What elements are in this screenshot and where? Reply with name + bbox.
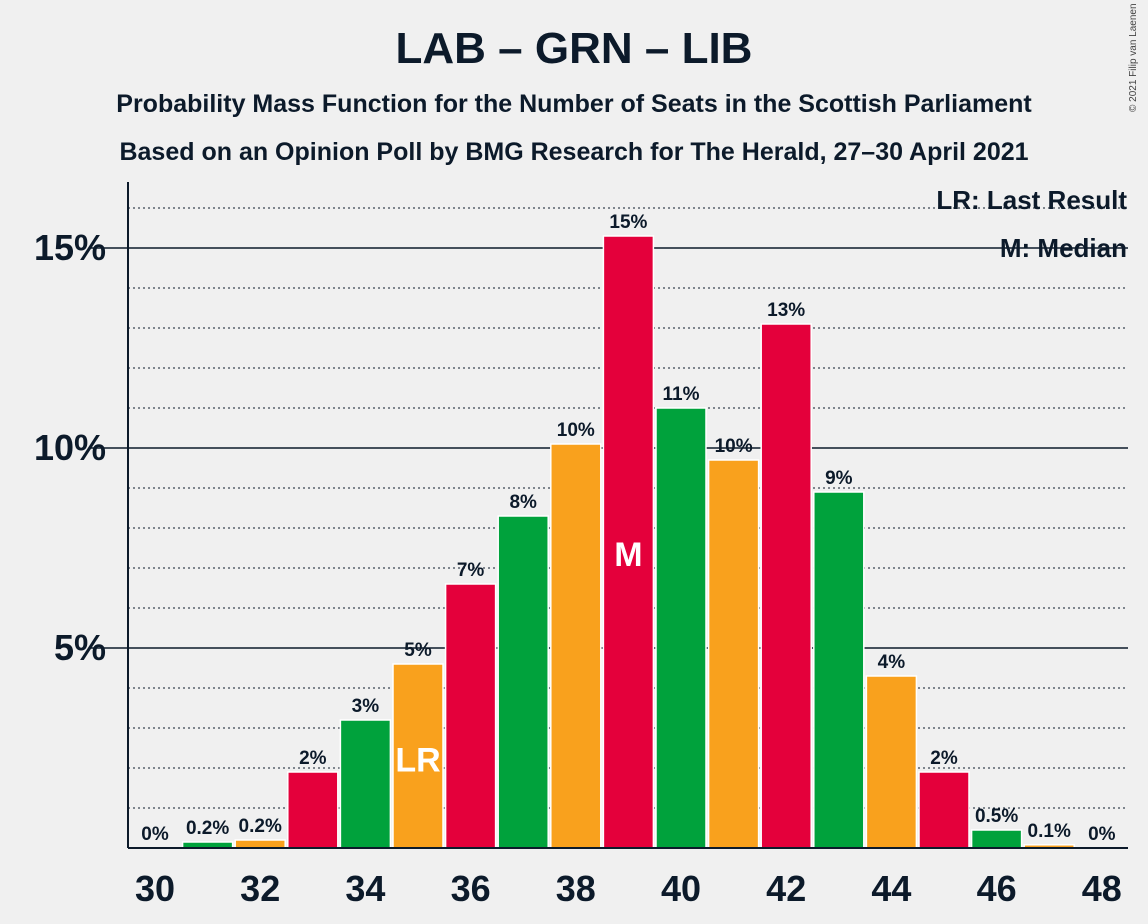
x-tick-label: 36 [451,868,491,909]
x-tick-label: 46 [977,868,1017,909]
bar-seat-42 [760,323,812,849]
data-label: 9% [825,468,853,489]
bar-seat-45 [918,771,970,849]
data-label: 0.2% [239,816,282,837]
bar-seat-36 [444,583,497,849]
data-label: 11% [663,384,700,405]
data-label: 4% [878,652,906,673]
data-label: 10% [715,436,753,457]
bar-seat-43 [813,491,865,849]
bar-seat-38 [550,443,602,849]
bar-seat-41 [707,459,760,849]
data-label: 15% [609,212,647,233]
bar-seat-46 [970,829,1023,849]
last-result-marker: LR [395,742,440,780]
median-marker: M [614,536,642,574]
chart-title: LAB – GRN – LIB [395,24,753,73]
x-tick-label: 40 [661,868,701,909]
bar-seat-35 [392,663,444,849]
bar-seat-40 [655,407,707,849]
x-tick-label: 44 [871,868,911,909]
data-label: 0.1% [1028,821,1071,842]
x-tick-label: 38 [556,868,596,909]
x-tick-label: 34 [345,868,385,909]
bar-seat-33 [287,771,339,849]
chart-subtitle-source: Based on an Opinion Poll by BMG Research… [119,138,1029,166]
bar-seat-34 [339,719,392,849]
y-tick-label: 15% [34,227,106,268]
y-tick-label: 10% [34,427,106,468]
legend-item: LR: Last Result [936,185,1127,215]
bar-seat-32 [234,839,286,849]
y-tick-label: 5% [54,627,106,668]
data-label: 13% [767,300,805,321]
data-label: 8% [509,492,537,513]
bar-seat-44 [865,675,918,849]
data-label: 2% [930,748,958,769]
bar-seat-39 [602,235,655,849]
data-label: 0.2% [186,818,229,839]
legend-item: M: Median [1000,233,1127,263]
data-label: 0.5% [975,806,1018,827]
data-label: 5% [404,640,432,661]
x-tick-label: 30 [135,868,175,909]
data-label: 10% [557,420,595,441]
data-label: 3% [352,696,380,717]
bar-seat-37 [497,515,549,849]
x-tick-label: 32 [240,868,280,909]
data-label: 0% [1088,824,1116,845]
data-label: 7% [457,560,485,581]
data-label: 0% [141,824,169,845]
x-tick-label: 42 [766,868,806,909]
data-label: 2% [299,748,327,769]
x-tick-label: 48 [1082,868,1122,909]
chart-subtitle: Probability Mass Function for the Number… [116,90,1032,118]
